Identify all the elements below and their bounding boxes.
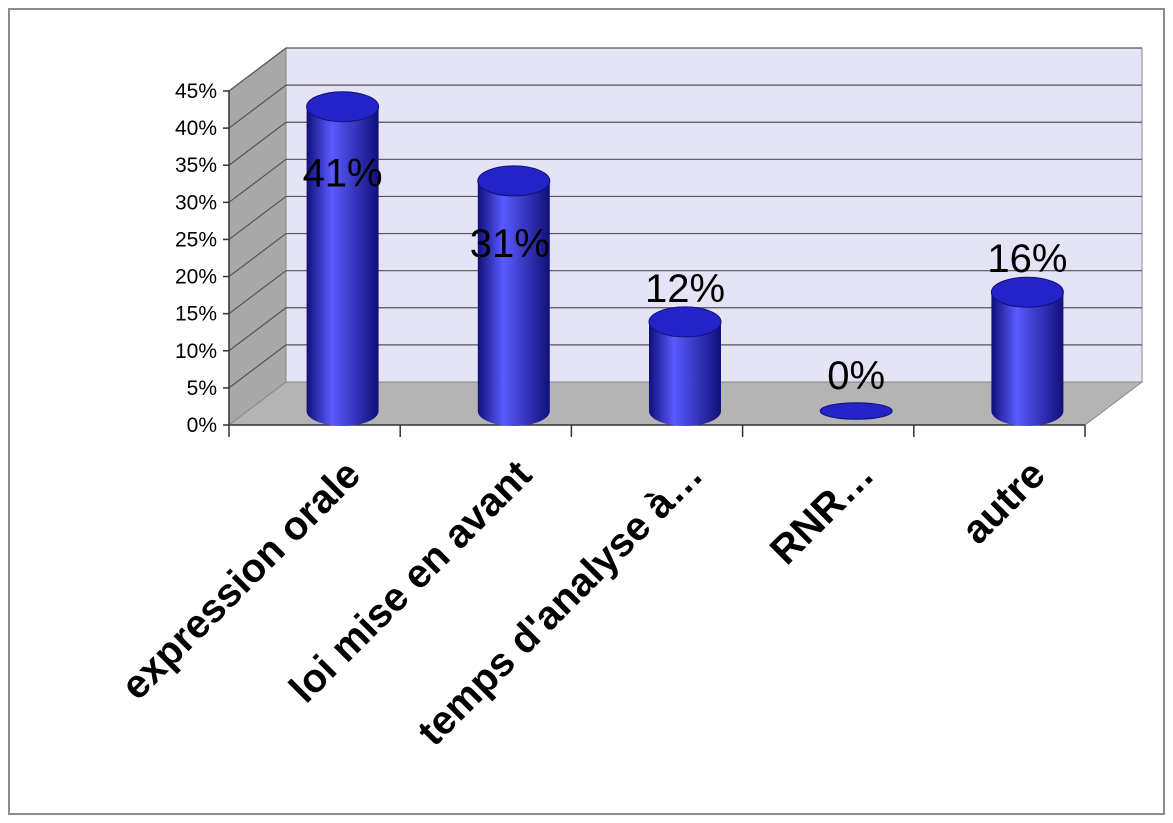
grid-line-side: [228, 195, 287, 240]
grid-lines: [228, 47, 1142, 389]
bar-top: [990, 276, 1064, 308]
data-label: 12%: [645, 267, 725, 311]
grid-line-side: [228, 121, 287, 166]
grid-line-side: [228, 233, 287, 278]
y-tick-label: 10%: [175, 340, 217, 363]
category-label: RNR…: [762, 452, 883, 573]
y-tick-label: 45%: [175, 80, 217, 103]
y-tick-label: 0%: [187, 414, 217, 437]
y-tick-label: 30%: [175, 191, 217, 214]
grid-line-side: [228, 47, 287, 92]
grid-line-side: [228, 158, 287, 203]
bar-body: [991, 292, 1064, 427]
bar-top: [477, 165, 551, 197]
axes: 0% 5% 10% 15% 20% 25% 30% 35% 40% 45%: [175, 80, 1086, 437]
bar-top: [819, 402, 893, 420]
y-tick-label: 40%: [175, 117, 217, 140]
data-label: 31%: [470, 222, 550, 266]
bar-top: [306, 91, 380, 123]
y-tick-label: 15%: [175, 303, 217, 326]
y-tick-label: 35%: [175, 154, 217, 177]
bar-top: [648, 306, 722, 338]
bar-body: [306, 106, 379, 427]
grid-line-side: [228, 307, 287, 352]
category-label: temps d'analyse à…: [409, 452, 711, 754]
data-label: 41%: [303, 152, 383, 196]
grid-line-side: [228, 270, 287, 315]
bars: [306, 91, 1064, 427]
y-tick-label: 5%: [187, 377, 217, 400]
category-label: autre: [953, 452, 1053, 552]
bar-body: [477, 180, 550, 427]
y-tick-label: 20%: [175, 266, 217, 289]
side-wall: [228, 46, 287, 427]
data-label: 0%: [827, 354, 885, 398]
data-label: 16%: [987, 237, 1067, 281]
grid-line-side: [228, 84, 287, 129]
grid-line-side: [228, 344, 287, 389]
y-tick-label: 25%: [175, 228, 217, 251]
bar-body: [649, 321, 721, 426]
